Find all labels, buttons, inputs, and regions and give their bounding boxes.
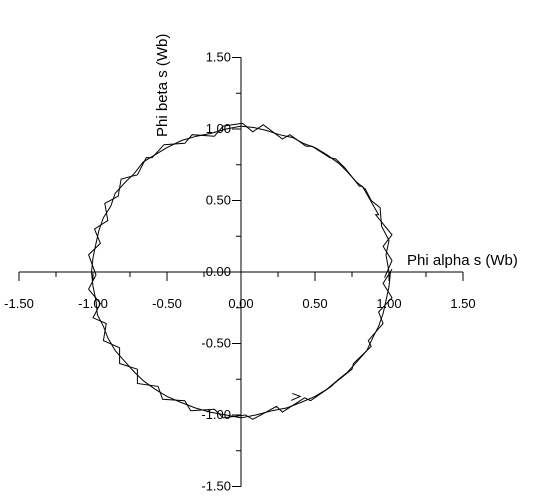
y-axis-title: Phi beta s (Wb) [154, 34, 171, 137]
y-tick-label: 1.50 [206, 50, 231, 65]
y-tick-label: 0.00 [206, 264, 231, 279]
x-axis-title: Phi alpha s (Wb) [407, 252, 518, 269]
flux-trajectory-2 [88, 122, 393, 420]
x-tick-label: 1.00 [376, 296, 401, 311]
y-tick-label: -1.00 [201, 407, 231, 422]
x-tick-label: 1.50 [450, 296, 475, 311]
direction-arrow-icon [290, 392, 302, 401]
y-tick-label: 1.00 [206, 121, 231, 136]
x-tick-label: 0.50 [302, 296, 327, 311]
x-tick-label: -1.50 [4, 296, 34, 311]
y-tick-label: -1.50 [201, 479, 231, 494]
y-tick-label: -0.50 [201, 336, 231, 351]
y-tick-label: 0.50 [206, 193, 231, 208]
series-layer [88, 122, 393, 420]
x-tick-label: 0.00 [228, 296, 253, 311]
x-tick-label: -1.00 [78, 296, 108, 311]
x-tick-label: -0.50 [152, 296, 182, 311]
